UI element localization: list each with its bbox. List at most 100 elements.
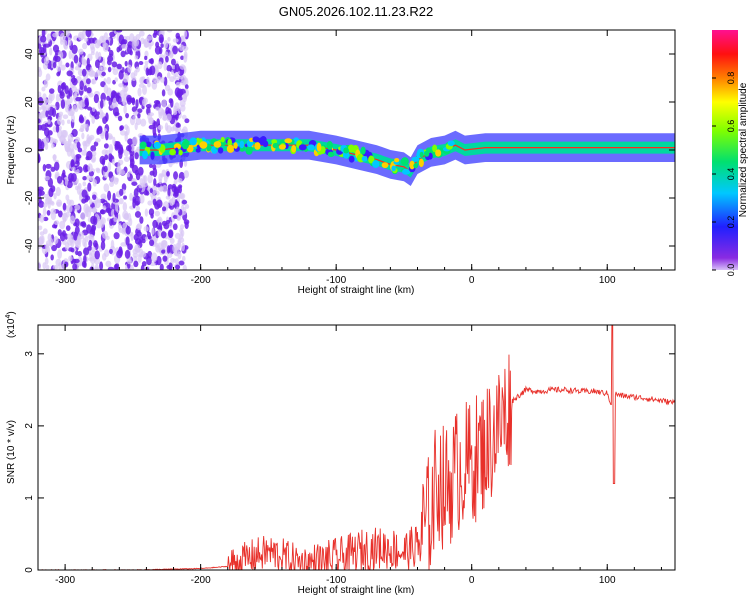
- ridge-blob: [181, 140, 189, 150]
- spectrogram-dot: [103, 165, 108, 173]
- spectrogram-dot: [41, 102, 48, 110]
- spectrogram-dot: [165, 219, 171, 224]
- spectrogram-dot: [102, 205, 106, 210]
- spectrogram-dot: [72, 104, 77, 112]
- ridge-blob: [372, 160, 380, 169]
- spectrogram-dot: [144, 208, 149, 217]
- spectrogram-dot: [38, 235, 44, 246]
- spectrogram-dot: [116, 166, 121, 173]
- spectrogram-dot: [126, 44, 132, 55]
- spectrogram-dot: [71, 166, 76, 171]
- spectrogram-dot: [106, 76, 112, 85]
- spectrogram-dot: [61, 212, 68, 222]
- spectrogram-dot: [63, 39, 68, 49]
- x-tick-label: -100: [326, 575, 346, 586]
- spectrogram-dot: [108, 248, 113, 254]
- spectrogram-dot: [66, 70, 73, 77]
- spectrogram-dot: [174, 102, 180, 111]
- spectrogram-dot: [123, 156, 130, 163]
- spectrogram-dot: [119, 169, 126, 176]
- spectrogram-dot: [135, 98, 139, 109]
- spectrogram-dot: [122, 72, 129, 83]
- spectrogram-dot: [46, 196, 53, 205]
- spectrogram-dot: [78, 116, 85, 124]
- spectrogram-dot: [166, 72, 171, 79]
- spectrogram-dot: [134, 152, 139, 160]
- ridge-blob: [254, 142, 261, 150]
- spectrogram-dot: [56, 65, 61, 72]
- spectrogram-dot: [68, 142, 74, 153]
- spectrogram-dot: [124, 213, 129, 221]
- spectrogram-dot: [131, 181, 138, 186]
- spectrogram-dot: [175, 264, 181, 270]
- spectrogram-dot: [107, 66, 112, 73]
- spectrogram-dot: [118, 83, 124, 88]
- spectrogram-dot: [119, 144, 124, 154]
- spectrogram-dot: [154, 242, 159, 248]
- spectrogram-dot: [115, 94, 120, 103]
- spectrogram-dot: [161, 89, 166, 97]
- spectrogram-dot: [42, 262, 47, 270]
- spectrogram-dot: [120, 50, 126, 58]
- spectrogram-dot: [139, 177, 143, 185]
- ridge-blob: [327, 151, 335, 158]
- colorbar-tick-label: 0.0: [726, 264, 736, 277]
- colorbar-tick-label: 0.6: [726, 120, 736, 133]
- spectrogram-dot: [161, 249, 166, 254]
- spectrogram-dot: [135, 200, 139, 206]
- spectrogram-dot: [45, 163, 52, 169]
- ridge-blob: [139, 141, 147, 149]
- spectrogram-dot: [140, 251, 147, 258]
- spectrogram-dot: [74, 218, 80, 228]
- ridge-blob: [435, 149, 442, 157]
- spectrogram-dot: [132, 115, 136, 120]
- spectrogram-dot: [165, 195, 171, 200]
- spectrogram-dot: [81, 68, 87, 77]
- spectrogram-dot: [112, 136, 116, 146]
- spectrogram-dot: [132, 136, 138, 146]
- spectrogram-dot: [149, 188, 153, 194]
- spectrogram-dot: [62, 230, 66, 237]
- spectrogram-dot: [144, 55, 148, 61]
- ridge-blob: [278, 144, 286, 150]
- ridge-blob: [150, 151, 155, 160]
- ridge-blob: [307, 144, 315, 151]
- spectrogram-dot: [41, 86, 46, 92]
- x-tick-label: -100: [326, 275, 346, 286]
- snr-y-label: SNR (10 * v/v): [6, 420, 17, 484]
- spectrogram-dot: [118, 197, 124, 205]
- spectrogram-dot: [93, 114, 100, 120]
- spectrogram-dot: [109, 181, 114, 187]
- spectrogram-dot: [80, 221, 84, 227]
- ridge-blob: [447, 140, 455, 147]
- x-tick-label: 100: [599, 575, 616, 586]
- spectrogram-dot: [55, 31, 60, 37]
- spectrogram-dot: [157, 61, 163, 70]
- spectrogram-dot: [155, 183, 161, 188]
- ridge-blob: [284, 138, 293, 144]
- spectrogram-dot: [38, 96, 44, 106]
- spectrogram-dot: [149, 58, 154, 65]
- spectrogram-dot: [156, 199, 163, 208]
- colorbar-label: Normalized spectral amplitude: [738, 82, 749, 217]
- spectrogram-dot: [44, 56, 50, 65]
- spectrogram-dot: [81, 149, 88, 156]
- spectrogram-dot: [100, 209, 105, 215]
- spectrogram-dot: [163, 61, 168, 71]
- spectrogram-dot: [75, 185, 79, 191]
- spectrogram-dot: [82, 58, 87, 65]
- spectrogram-dot: [70, 77, 77, 83]
- spectrogram-dot: [71, 44, 78, 55]
- spectrogram-dot: [86, 106, 93, 111]
- spectrogram-dot: [101, 71, 106, 77]
- spectrogram-dot: [60, 64, 66, 71]
- spectrogram-dot: [38, 118, 41, 124]
- spectrogram-dot: [153, 99, 161, 105]
- spectrogram-dot: [100, 217, 106, 225]
- ridge-blob: [178, 149, 183, 156]
- spectrogram-dot: [169, 50, 174, 59]
- spectrogram-dot: [173, 171, 178, 180]
- svg-text:(x104): (x104): [5, 311, 17, 338]
- spectrogram-dot: [125, 113, 130, 119]
- spectrogram-dot: [181, 75, 185, 83]
